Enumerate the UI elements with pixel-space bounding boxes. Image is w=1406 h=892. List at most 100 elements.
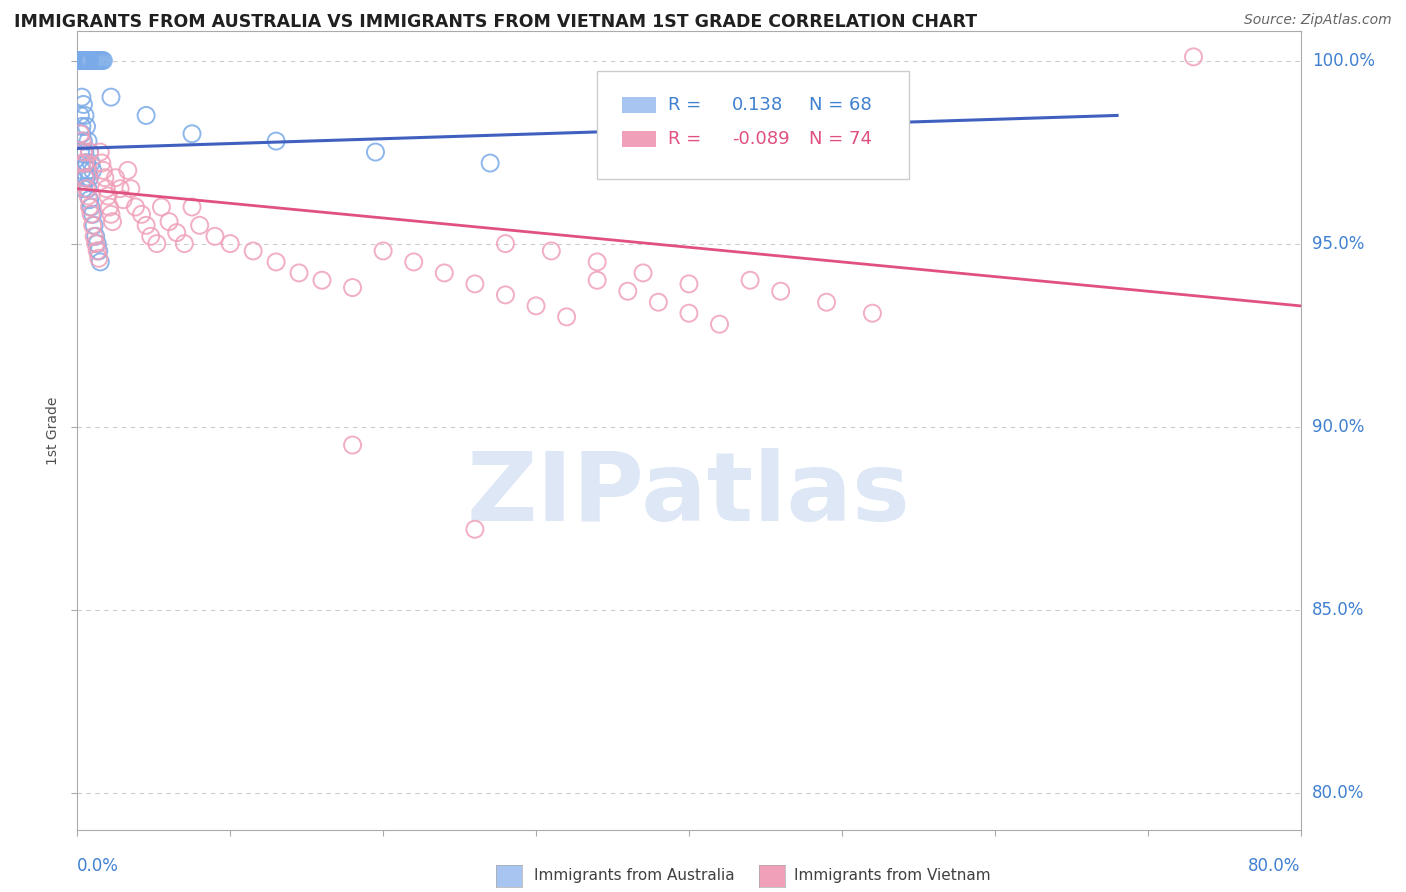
Point (76, 54, 98, 68)
Text: 0.138: 0.138 (731, 95, 783, 113)
Point (181, 127, 204, 141)
Point (83, 229, 105, 244)
Point (73, 170, 96, 185)
Point (77, 54, 100, 68)
Point (1182, 50, 1205, 64)
Point (82, 207, 104, 221)
Point (100, 207, 122, 221)
Point (188, 219, 211, 233)
Point (80, 200, 103, 214)
Point (73, 156, 96, 170)
Point (82, 219, 104, 233)
Point (83, 219, 105, 233)
Point (91, 54, 114, 68)
Point (70, 163, 93, 178)
Point (72, 182, 94, 196)
Point (631, 266, 654, 280)
Point (69, 127, 91, 141)
Point (69, 108, 91, 122)
Point (77, 189, 100, 203)
Point (364, 145, 387, 159)
FancyBboxPatch shape (598, 71, 910, 179)
Text: 100.0%: 100.0% (1312, 52, 1375, 70)
Text: R =: R = (668, 95, 707, 113)
Text: IMMIGRANTS FROM AUSTRALIA VS IMMIGRANTS FROM VIETNAM 1ST GRADE CORRELATION CHART: IMMIGRANTS FROM AUSTRALIA VS IMMIGRANTS … (14, 13, 977, 31)
Point (80, 54, 103, 68)
Point (87, 252, 110, 266)
Point (70, 134, 93, 148)
Point (112, 193, 135, 207)
Point (815, 295, 838, 310)
Point (69, 54, 91, 68)
Text: N = 74: N = 74 (808, 130, 872, 148)
Point (586, 273, 609, 287)
Point (342, 438, 364, 452)
Point (82, 54, 104, 68)
Point (96, 182, 118, 196)
Point (288, 266, 311, 280)
Point (89, 255, 111, 269)
Point (371, 244, 394, 258)
Point (77, 163, 100, 178)
Point (89, 54, 111, 68)
Point (709, 317, 731, 331)
Point (67, 54, 90, 68)
Point (740, 273, 762, 287)
Point (495, 288, 517, 302)
Point (84, 54, 107, 68)
Text: 0.0%: 0.0% (77, 857, 120, 875)
Point (67, 54, 90, 68)
Text: Source: ZipAtlas.com: Source: ZipAtlas.com (1244, 13, 1392, 28)
Point (77, 182, 100, 196)
Point (69, 145, 91, 159)
Point (73, 108, 96, 122)
Bar (621, 131, 657, 147)
Point (678, 306, 700, 320)
Point (555, 310, 578, 324)
Text: 90.0%: 90.0% (1312, 417, 1364, 435)
Point (73, 145, 96, 159)
Point (76, 182, 98, 196)
Point (87, 54, 110, 68)
Point (76, 54, 98, 68)
Point (204, 229, 226, 244)
Point (83, 54, 105, 68)
Text: Immigrants from Vietnam: Immigrants from Vietnam (794, 869, 991, 883)
Point (80, 156, 103, 170)
Point (540, 244, 562, 258)
Text: -0.089: -0.089 (731, 130, 789, 148)
Point (86, 54, 108, 68)
Point (79, 200, 101, 214)
Point (117, 163, 139, 178)
Text: Immigrants from Australia: Immigrants from Australia (534, 869, 735, 883)
Point (76, 120, 98, 134)
Point (98, 200, 121, 214)
Point (862, 306, 884, 320)
Point (617, 284, 640, 298)
Point (90, 54, 112, 68)
Point (769, 284, 792, 298)
Point (73, 54, 96, 68)
Point (219, 236, 242, 251)
Point (72, 54, 94, 68)
Point (76, 170, 98, 185)
Point (82, 163, 104, 178)
Point (73, 170, 96, 185)
Text: 95.0%: 95.0% (1312, 235, 1364, 252)
Point (80, 207, 103, 221)
Point (433, 266, 456, 280)
Y-axis label: 1st Grade: 1st Grade (46, 396, 60, 465)
Text: 80.0%: 80.0% (1312, 784, 1364, 802)
Point (264, 134, 287, 148)
Point (173, 236, 195, 251)
Point (131, 207, 153, 221)
Point (135, 108, 157, 122)
Point (79, 145, 101, 159)
Point (104, 170, 127, 185)
Point (464, 522, 486, 536)
Point (97, 189, 120, 203)
Point (77, 54, 100, 68)
Point (242, 244, 264, 258)
Point (70, 90, 93, 104)
Point (586, 255, 609, 269)
